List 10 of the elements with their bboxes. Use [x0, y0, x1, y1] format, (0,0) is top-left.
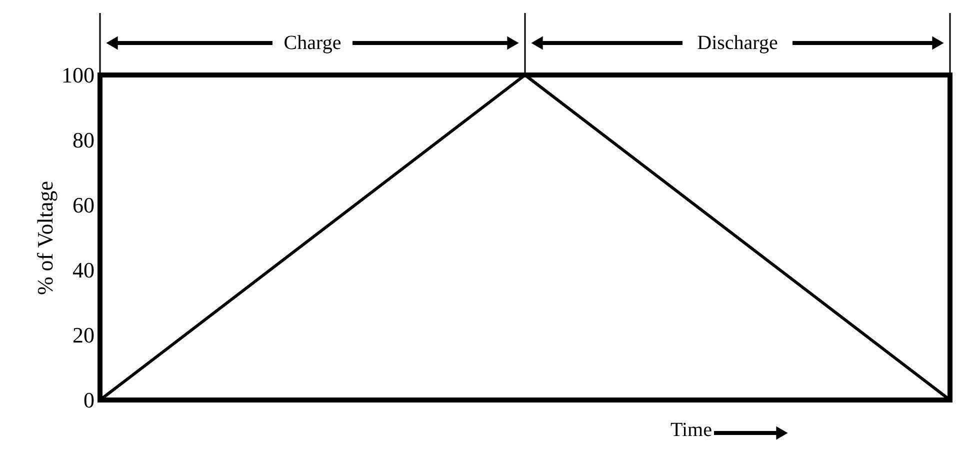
- y-tick-label: 80: [72, 128, 94, 152]
- y-tick-label: 60: [72, 192, 94, 218]
- y-tick-label: 20: [72, 322, 94, 348]
- x-axis-title: Time: [670, 419, 712, 441]
- y-axis-title: % of Voltage: [32, 180, 58, 296]
- text: Discharge: [697, 32, 778, 54]
- y-tick-label: 0: [84, 388, 94, 412]
- text: Charge: [284, 32, 342, 54]
- y-tick-label: 40: [72, 258, 94, 282]
- y-tick-label: 100: [62, 62, 94, 88]
